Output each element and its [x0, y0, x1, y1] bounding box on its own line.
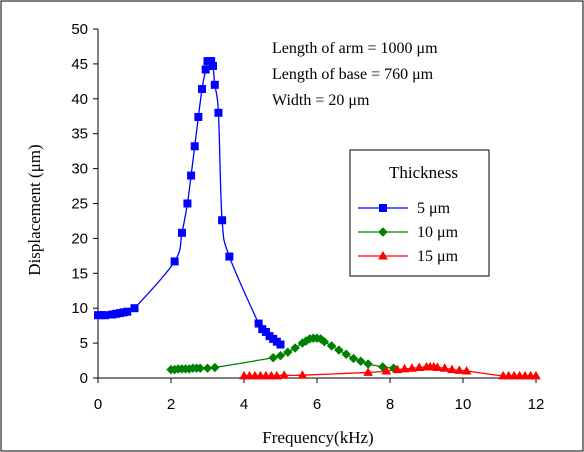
annotation-width: Width = 20 μm: [272, 92, 370, 109]
x-tick-label: 10: [455, 396, 472, 413]
data-point: [454, 365, 465, 374]
data-point: [283, 347, 293, 357]
data-point: [319, 336, 330, 347]
data-point: [363, 367, 373, 376]
data-point: [218, 216, 227, 225]
data-point: [271, 370, 282, 380]
y-axis: 0 5 10 15 20 25 30 35 40 45 50: [71, 21, 99, 387]
data-point: [414, 362, 425, 372]
legend-label: 15 μm: [417, 248, 459, 265]
data-point: [190, 142, 199, 151]
data-point: [101, 311, 110, 320]
data-point: [170, 257, 179, 266]
legend-box: [349, 149, 490, 277]
legend-swatch-marker: [378, 227, 388, 237]
data-point: [195, 363, 205, 373]
legend-swatch-marker: [379, 204, 387, 212]
data-point: [381, 366, 392, 375]
y-tick-label: 35: [71, 126, 88, 143]
y-tick-label: 15: [71, 265, 88, 282]
data-point: [461, 366, 472, 375]
data-point: [194, 112, 203, 121]
y-tick-label: 50: [71, 21, 88, 38]
data-point: [275, 350, 286, 361]
data-point: [356, 356, 366, 366]
data-point: [187, 171, 196, 180]
data-point: [130, 304, 139, 313]
y-tick-label: 20: [71, 230, 88, 247]
data-point: [210, 362, 220, 373]
series-markers: [94, 57, 541, 380]
x-tick-label: 4: [240, 396, 248, 413]
x-tick-label: 6: [313, 396, 321, 413]
data-point: [399, 363, 410, 373]
data-point: [214, 108, 223, 117]
data-point: [123, 307, 132, 316]
x-tick-label: 0: [94, 396, 102, 413]
y-tick-label: 10: [71, 300, 88, 317]
x-tick-label: 8: [386, 396, 394, 413]
data-point: [297, 370, 308, 379]
data-point: [201, 65, 210, 74]
data-point: [279, 370, 290, 379]
x-axis-label: Frequency(kHz): [262, 428, 373, 447]
legend: Thickness 5 μm 10 μm 15 μm: [349, 149, 490, 277]
data-point: [210, 80, 219, 89]
data-point: [341, 349, 351, 359]
data-point: [276, 340, 285, 349]
legend-swatch-marker: [378, 250, 388, 260]
annotation-base-length: Length of base = 760 μm: [272, 66, 434, 83]
data-point: [268, 353, 278, 363]
data-point: [290, 343, 300, 353]
y-axis-label: Displacement (μm): [25, 144, 44, 275]
y-tick-label: 5: [80, 335, 88, 352]
data-point: [531, 370, 541, 380]
annotation-arm-length: Length of arm = 1000 μm: [272, 40, 438, 57]
y-tick-label: 0: [80, 370, 88, 387]
y-tick-label: 25: [71, 196, 88, 213]
data-point: [183, 199, 192, 208]
legend-entries: 5 μm 10 μm 15 μm: [358, 200, 459, 265]
x-tick-label: 12: [528, 396, 545, 413]
y-tick-label: 40: [71, 91, 88, 108]
data-point: [407, 363, 417, 372]
data-point: [439, 363, 450, 372]
data-point: [326, 341, 337, 351]
x-axis: 0 2 4 6 8 10 12: [94, 377, 545, 413]
data-point: [202, 363, 213, 373]
y-tick-label: 30: [71, 161, 88, 178]
data-point: [377, 362, 388, 372]
data-point: [447, 364, 457, 374]
data-point: [348, 353, 359, 364]
legend-label: 5 μm: [417, 200, 451, 217]
data-point: [177, 228, 186, 237]
data-point: [225, 252, 234, 261]
legend-title: Thickness: [389, 163, 458, 182]
data-point: [392, 364, 403, 374]
x-tick-label: 2: [167, 396, 175, 413]
data-point: [198, 85, 207, 94]
data-point: [208, 61, 217, 70]
data-point: [334, 345, 344, 355]
data-point: [432, 362, 443, 372]
y-tick-label: 45: [71, 56, 88, 73]
legend-label: 10 μm: [417, 224, 459, 241]
